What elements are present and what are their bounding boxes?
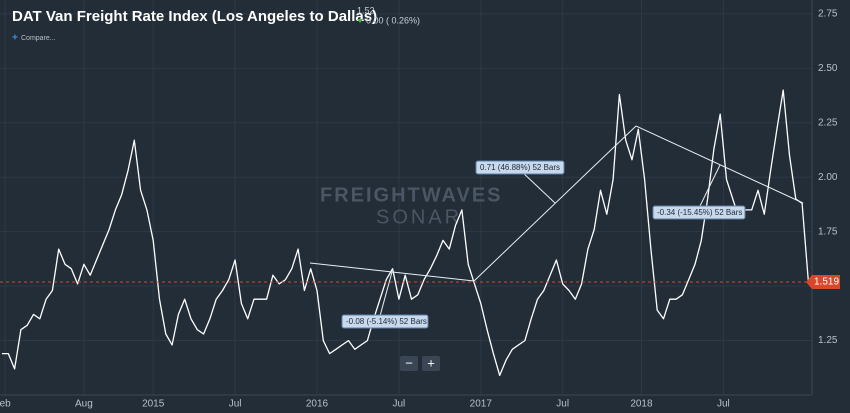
change-arrow — [357, 19, 363, 23]
y-tick-label: 2.25 — [818, 117, 838, 128]
zoom-in-icon[interactable]: + — [427, 355, 435, 370]
trend-line — [473, 125, 637, 282]
grid — [0, 0, 813, 396]
watermark: FREIGHTWAVES — [320, 184, 503, 206]
header-change: 0.00 ( 0.26%) — [366, 15, 420, 25]
last-price-tag — [806, 274, 840, 289]
compare-icon[interactable]: + — [12, 33, 18, 44]
x-tick-label: Aug — [75, 399, 93, 410]
annotation-box — [475, 160, 565, 175]
x-tick-label: Jul — [229, 399, 242, 410]
y-tick-label: 2.50 — [818, 63, 838, 74]
plot — [0, 89, 812, 377]
y-tick-label: 2.00 — [818, 172, 838, 183]
x-tick-label: 2016 — [306, 399, 329, 410]
y-tick-label: 1.25 — [818, 335, 838, 346]
price-line — [2, 89, 810, 377]
trend-leader — [519, 169, 556, 204]
x-tick-label: Jul — [556, 399, 569, 410]
x-tick-label: 2017 — [470, 399, 493, 410]
last-price-label: 1.519 — [814, 277, 839, 288]
y-tick-label: 2.75 — [818, 9, 838, 20]
zoom-out-icon[interactable]: − — [405, 355, 413, 370]
trend-line — [635, 125, 804, 204]
y-tick-label: 1.75 — [818, 226, 838, 237]
x-tick-label: 2015 — [142, 399, 165, 410]
chart-title: DAT Van Freight Rate Index (Los Angeles … — [12, 8, 377, 25]
trend-leader — [699, 164, 721, 207]
annotation: -0.34 (-15.45%) 52 Bars — [657, 208, 742, 217]
x-tick-label: 2018 — [630, 399, 653, 410]
annotation-box — [652, 205, 746, 220]
header-value: 1.52 — [357, 5, 375, 15]
watermark: SONAR — [376, 206, 462, 228]
x-tick-label: Jul — [393, 399, 406, 410]
trend-leader — [379, 271, 393, 317]
x-tick-label: Jul — [717, 399, 730, 410]
annotation: 0.71 (46.88%) 52 Bars — [480, 163, 560, 172]
annotation: -0.08 (-5.14%) 52 Bars — [346, 317, 427, 326]
zoom-out-button[interactable] — [400, 356, 418, 371]
compare-button[interactable]: Compare... — [21, 35, 56, 42]
zoom-in-button[interactable] — [422, 356, 440, 371]
x-tick-label: eb — [0, 399, 11, 410]
annotation-box — [341, 314, 429, 329]
